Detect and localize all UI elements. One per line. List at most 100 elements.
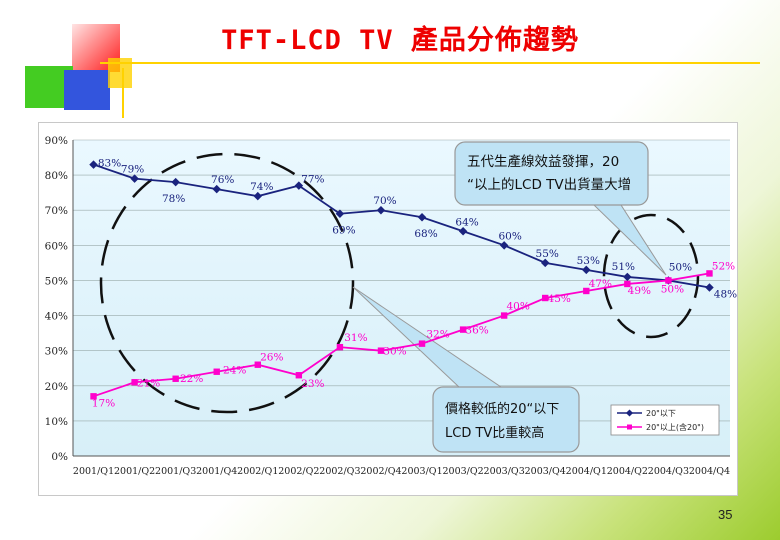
series-line-1 [93,163,710,289]
data-label: 76% [211,174,234,186]
series-2-point [624,280,631,288]
data-label: 48% [714,288,737,300]
x-tick-label: 2003/Q1 [401,466,442,477]
data-label: 50% [669,261,692,273]
callout-top-line-2: “以上的LCD TV出貨量大增 [467,176,631,193]
data-label: 55% [536,248,559,260]
series-2-point [377,347,385,354]
x-tick-label: 2001/Q3 [155,466,196,477]
series-line-2 [93,272,710,398]
series-2-point [213,368,220,375]
data-label: 70% [373,195,396,207]
data-label: 22% [180,373,203,385]
legend-series-1: 20"以下 [646,409,676,418]
highlight-circle-left [99,152,355,414]
x-tick-label: 2004/Q3 [648,466,689,477]
series-1-point [335,209,345,218]
data-label: 31% [344,332,367,344]
series-2-point [706,270,713,277]
x-tick-label: 2004/Q1 [566,466,607,477]
series-2-point [131,379,138,386]
data-label: 74% [250,181,273,193]
data-label: 68% [414,228,437,240]
series-1-point [499,241,509,250]
y-tick-label: 50% [45,275,68,287]
series-1-point [253,191,263,201]
series-2-point [542,294,549,302]
y-tick-label: 0% [51,451,68,463]
x-tick-label: 2002/Q3 [319,466,360,477]
legend-series-2: 20"以上(含20") [646,422,704,432]
series-2-point [336,343,344,351]
series-2-point [459,326,467,333]
x-tick-label: 2001/Q2 [114,466,155,477]
data-label: 79% [121,164,144,176]
data-label: 32% [426,329,449,341]
callout-top-line-1: 五代生產線效益發揮，20 [467,153,619,170]
title-underline [100,62,760,64]
callout-bottom-line-1: 價格較低的20“以下 [445,401,559,417]
series-2-point [583,287,590,295]
y-tick-label: 80% [45,170,68,182]
y-tick-label: 10% [45,416,68,428]
callout-bottom-line-2: LCD TV比重較高 [445,425,544,441]
data-label: 30% [383,346,406,358]
series-2-point [295,372,303,379]
data-label: 23% [301,378,324,390]
x-tick-label: 2002/Q4 [360,466,401,477]
series-1-point [417,213,427,222]
page-number: 35 [718,507,733,522]
callout-top: 五代生產線效益發揮，20 “以上的LCD TV出貨量大增 [454,141,649,206]
deco-square-blue [64,70,110,110]
callout-bottom: 價格較低的20“以下 LCD TV比重較高 [432,386,580,453]
y-tick-label: 30% [45,346,68,358]
data-label: 24% [223,365,246,377]
series-2-point [172,375,179,382]
legend: 20"以下 20"以上(含20") [610,404,720,436]
y-tick-label: 90% [45,135,68,147]
data-label: 40% [506,301,529,313]
deco-vline-yellow [122,68,124,118]
y-tick-label: 40% [45,311,68,323]
x-tick-label: 2004/Q4 [689,466,730,477]
data-label: 17% [92,397,115,409]
data-label: 36% [465,325,488,337]
data-label: 51% [612,261,635,273]
data-label: 49% [628,285,651,297]
data-label: 83% [98,158,121,170]
series-1-point [376,205,386,215]
data-label: 60% [498,230,521,242]
slide-title: TFT-LCD TV 產品分佈趨勢 [221,25,579,56]
data-label: 21% [137,377,160,389]
series-2-point [418,340,426,347]
series-1-point [540,258,550,268]
series-1-point [458,227,468,236]
data-label: 64% [455,216,478,228]
data-label: 78% [162,193,185,205]
series-2-point [500,312,508,319]
series-2-point [665,277,672,284]
chart-frame: 0% 10% 20% 30% 40% 50% 60% 70% 80% 90% 2001/Q1 200… [38,122,738,496]
series-2-point [254,361,261,368]
data-label: 52% [712,260,735,272]
series-1-point [294,181,304,190]
y-tick-label: 60% [45,240,68,252]
series-2-point [90,393,97,400]
x-tick-label: 2002/Q1 [237,466,278,477]
series-1-point [212,184,221,194]
x-tick-label: 2001/Q4 [196,466,237,477]
line-chart: 0%10%20%30%40%50%60%70%80%90% 2001/Q1 200… [45,135,737,477]
x-tick-label: 2001/Q1 [73,466,114,477]
x-tick-label: 2004/Q2 [607,466,648,477]
data-label: 69% [332,225,355,237]
y-tick-label: 20% [45,381,68,393]
x-tick-label: 2003/Q3 [484,466,525,477]
y-tick-label: 70% [45,205,68,217]
x-tick-label: 2002/Q2 [278,466,319,477]
data-label: 45% [548,293,571,305]
x-tick-label: 2003/Q4 [525,466,566,477]
data-label: 77% [301,174,324,186]
data-label: 50% [661,283,684,295]
data-label: 26% [260,352,283,364]
data-label: 53% [577,255,600,267]
